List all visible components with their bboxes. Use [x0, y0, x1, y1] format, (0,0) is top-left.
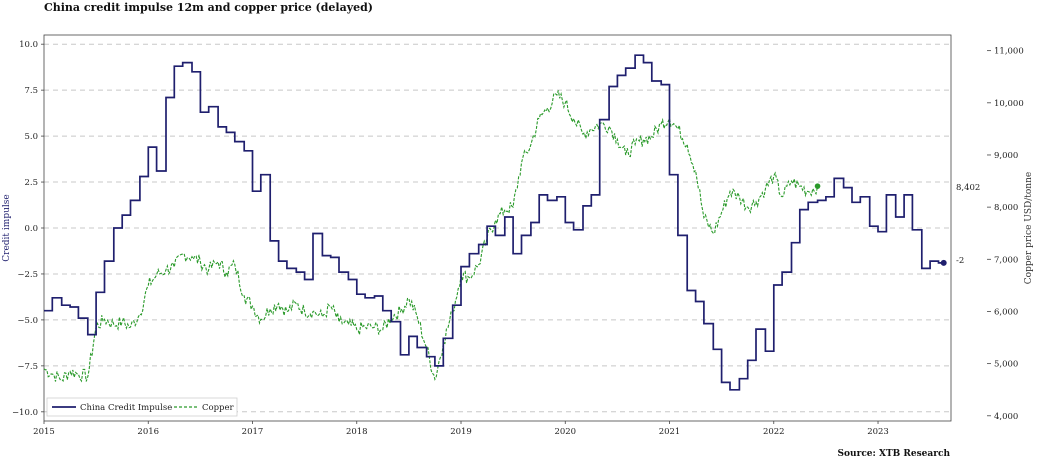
x-axis-ticks: 2015 2016 2017 2018 2019 2020 2021 2022 2023 — [33, 421, 889, 437]
x-tick-label: 2015 — [33, 427, 55, 437]
chart-title: China credit impulse 12m and copper pric… — [44, 1, 374, 14]
legend: China Credit Impulse Copper — [46, 397, 238, 417]
left-axis-ticks: 10.0 7.5 5.0 2.5 0.0 −2.5 −5.0 −7.5 −10.0 — [12, 40, 44, 418]
left-tick-label: 0.0 — [24, 224, 38, 234]
right-tick-label: 11,000 — [994, 47, 1024, 57]
legend-label-copper: Copper — [202, 403, 235, 413]
right-tick-label: 4,000 — [994, 412, 1018, 422]
series-layer — [43, 54, 947, 391]
left-tick-label: 10.0 — [19, 40, 38, 50]
copper-line — [43, 90, 819, 383]
right-tick-label: 10,000 — [994, 99, 1024, 109]
gridlines — [44, 43, 951, 413]
x-tick-label: 2022 — [763, 427, 785, 437]
left-tick-label: 2.5 — [24, 178, 38, 188]
x-tick-label: 2021 — [659, 427, 681, 437]
right-tick-label: 5,000 — [994, 360, 1018, 370]
left-axis-label: Credit impulse — [2, 194, 12, 261]
left-tick-label: −10.0 — [12, 408, 38, 418]
left-tick-label: −2.5 — [17, 270, 38, 280]
x-tick-label: 2020 — [554, 427, 576, 437]
impulse-line — [44, 54, 944, 391]
right-tick-label: 6,000 — [994, 307, 1018, 317]
impulse-last-value-label: -2 — [956, 256, 964, 266]
source-note: Source: XTB Research — [837, 449, 950, 459]
x-tick-label: 2016 — [137, 427, 159, 437]
left-tick-label: −5.0 — [17, 316, 38, 326]
copper-last-value-label: 8,402 — [956, 183, 980, 193]
legend-box — [46, 397, 238, 417]
x-tick-label: 2019 — [450, 427, 472, 437]
impulse-end-point — [940, 259, 947, 266]
x-tick-label: 2017 — [242, 427, 264, 437]
x-tick-label: 2023 — [867, 427, 889, 437]
left-tick-label: 7.5 — [24, 86, 38, 96]
right-tick-label: 9,000 — [994, 151, 1018, 161]
right-axis-label: Copper price USD/tonne — [1024, 172, 1034, 284]
copper-end-point — [814, 183, 821, 189]
left-tick-label: −7.5 — [17, 362, 38, 372]
x-tick-label: 2018 — [346, 427, 368, 437]
right-tick-label: 8,000 — [994, 203, 1018, 213]
left-tick-label: 5.0 — [24, 132, 38, 142]
right-axis-ticks: 11,000 10,000 9,000 8,000 7,000 6,000 5,000 4,0… — [987, 47, 1024, 422]
legend-label-impulse: China Credit Impulse — [80, 403, 172, 413]
right-tick-label: 7,000 — [994, 255, 1018, 265]
